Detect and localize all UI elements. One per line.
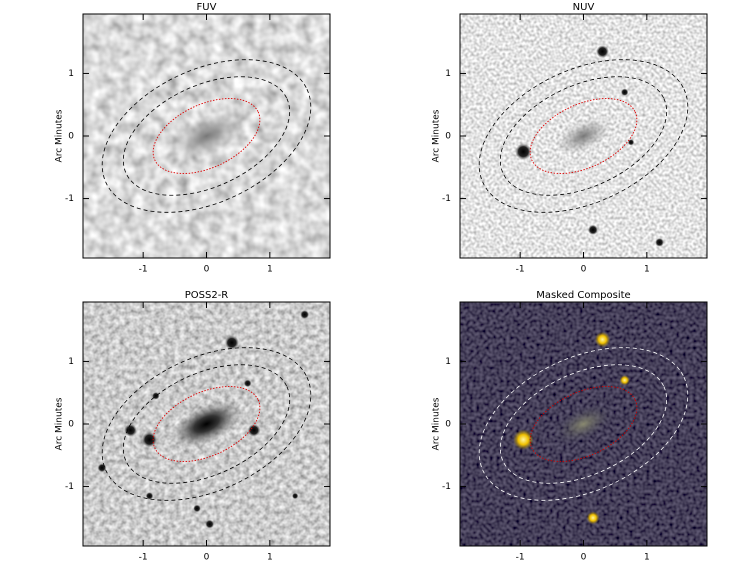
x-tick-label: 1 [267, 265, 273, 275]
x-tick-label: -1 [516, 265, 525, 275]
y-tick-label: 1 [68, 357, 74, 367]
galaxy [171, 112, 242, 160]
y-tick-label: 0 [68, 420, 74, 430]
aperture [478, 347, 689, 501]
x-tick-label: 0 [204, 265, 210, 275]
star [587, 224, 599, 235]
galaxy [556, 118, 611, 154]
y-tick-label: -1 [65, 482, 74, 492]
aperture [122, 364, 291, 484]
star [292, 492, 299, 500]
panel-title: NUV [573, 2, 595, 13]
galaxy [171, 400, 242, 448]
aperture-inner [529, 386, 638, 462]
star [620, 88, 629, 97]
image [460, 302, 707, 546]
panel-title: Masked Composite [536, 290, 630, 301]
x-tick-label: 1 [644, 553, 650, 563]
x-tick-label: -1 [139, 553, 148, 563]
y-tick-label: 0 [445, 132, 451, 142]
y-tick-label: -1 [442, 194, 451, 204]
panel: FUV -1 0 1 -1 0 1 Arc Minutes [55, 2, 331, 275]
star [586, 511, 600, 525]
aperture-inner [152, 386, 261, 462]
panel-title: FUV [197, 2, 217, 13]
star [141, 432, 158, 448]
y-tick-label: 1 [445, 69, 451, 79]
y-tick-label: 1 [445, 357, 451, 367]
star [515, 143, 532, 160]
star [594, 331, 611, 348]
y-axis-label: Arc Minutes [55, 109, 65, 162]
star [145, 492, 154, 500]
x-tick-label: 1 [267, 553, 273, 563]
x-tick-label: 1 [644, 265, 650, 275]
x-tick-label: 0 [581, 553, 587, 563]
aperture [122, 76, 291, 196]
star [627, 139, 635, 146]
image [83, 14, 330, 258]
y-axis-label: Arc Minutes [432, 109, 442, 162]
star [655, 237, 664, 247]
aperture [499, 364, 668, 484]
image [460, 14, 707, 258]
galaxy [554, 404, 613, 444]
star [97, 463, 107, 473]
star [193, 504, 201, 513]
y-tick-label: -1 [442, 482, 451, 492]
panel: NUV -1 0 1 -1 0 1 Arc Minutes [432, 2, 708, 275]
aperture [499, 76, 668, 196]
aperture [478, 59, 689, 213]
star [300, 310, 310, 319]
x-tick-label: -1 [139, 265, 148, 275]
star [124, 423, 137, 437]
aperture [101, 347, 312, 501]
y-tick-label: 0 [445, 420, 451, 430]
star [205, 519, 215, 529]
panel-title: POSS2-R [185, 290, 229, 301]
x-tick-label: 0 [204, 553, 210, 563]
aperture-inner [529, 98, 638, 174]
star [596, 45, 609, 58]
panel: Masked Composite -1 0 1 -1 0 1 Arc Minutes [432, 290, 708, 563]
x-tick-label: 0 [581, 265, 587, 275]
y-tick-label: 0 [68, 132, 74, 142]
star [619, 375, 630, 386]
y-axis-label: Arc Minutes [432, 397, 442, 450]
y-tick-label: -1 [65, 194, 74, 204]
y-axis-label: Arc Minutes [55, 397, 65, 450]
star [247, 423, 261, 437]
x-tick-label: -1 [516, 553, 525, 563]
star [224, 335, 239, 350]
star [243, 379, 252, 388]
star [513, 429, 534, 450]
y-tick-label: 1 [68, 69, 74, 79]
aperture [101, 59, 312, 213]
image [83, 302, 330, 546]
panel: POSS2-R -1 0 1 -1 0 1 Arc Minutes [55, 290, 331, 563]
aperture-inner [152, 98, 261, 174]
